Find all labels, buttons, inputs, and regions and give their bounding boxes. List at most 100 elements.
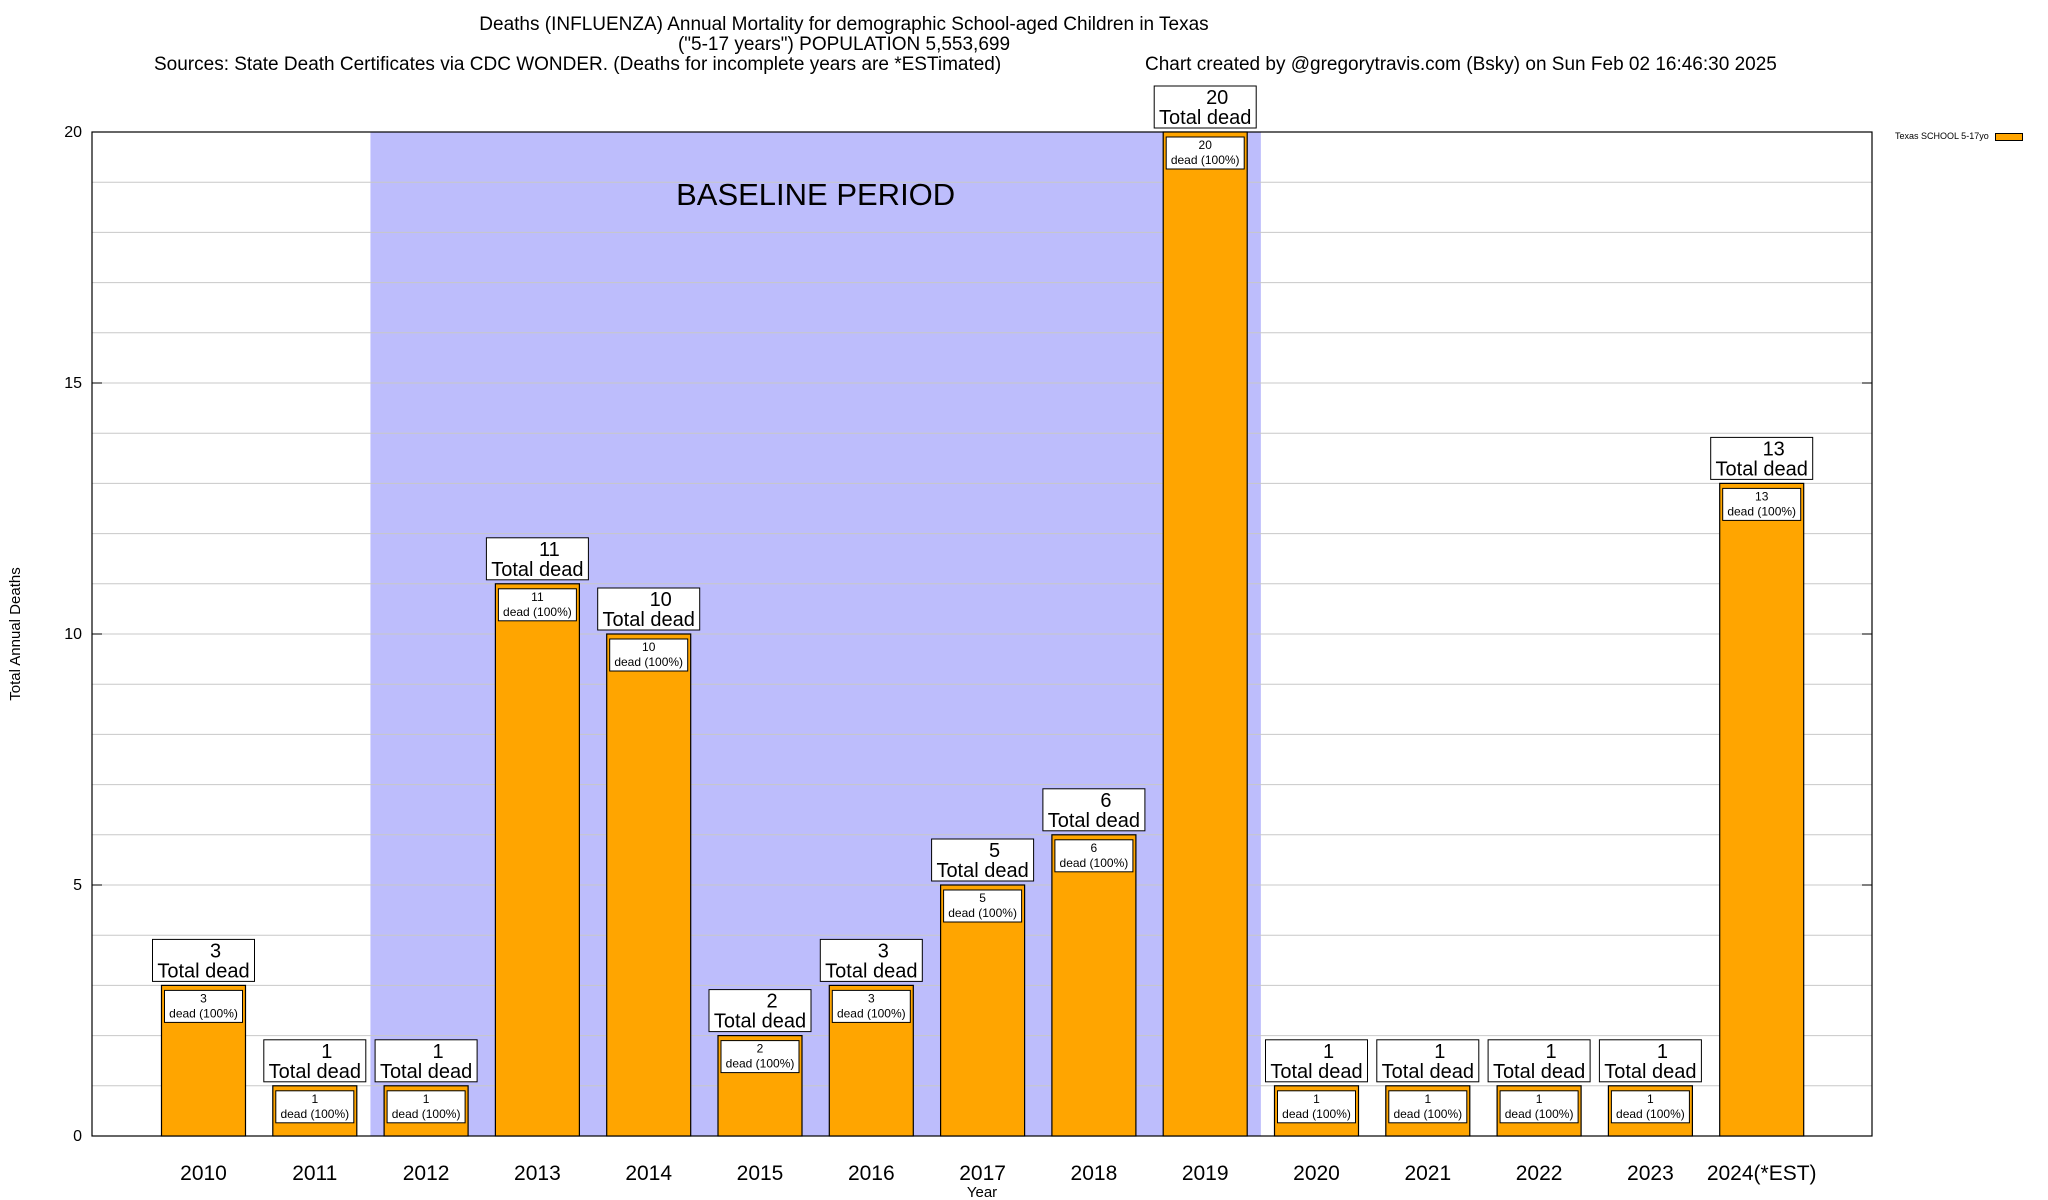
bar-top-label: Total dead bbox=[1493, 1061, 1585, 1083]
bar-top-value: 20 bbox=[1206, 87, 1228, 109]
x-tick-label: 2024(*EST) bbox=[1707, 1162, 1817, 1185]
bar-inner-value: 1 bbox=[1424, 1092, 1431, 1106]
bar-inner-value: 5 bbox=[979, 891, 986, 905]
x-tick-label: 2020 bbox=[1293, 1162, 1340, 1185]
bar-inner-label: dead (100%) bbox=[948, 906, 1017, 920]
bar-inner-label-box bbox=[1610, 1090, 1690, 1124]
bar-inner-label: dead (100%) bbox=[614, 655, 683, 669]
bar-top-value: 13 bbox=[1763, 438, 1785, 460]
x-tick-label: 2013 bbox=[514, 1162, 561, 1185]
bar-top-label-box bbox=[819, 938, 923, 982]
bar-top-label-box bbox=[1153, 85, 1257, 129]
bar-top-label: Total dead bbox=[1159, 107, 1251, 129]
bar-top-label: Total dead bbox=[825, 960, 917, 982]
bar-top-value: 3 bbox=[878, 940, 889, 962]
bar-top-value: 3 bbox=[210, 940, 221, 962]
bar-inner-value: 20 bbox=[1199, 138, 1213, 152]
sources-note: Sources: State Death Certificates via CD… bbox=[154, 54, 1002, 75]
bar-inner-label: dead (100%) bbox=[1282, 1107, 1351, 1121]
bar-inner-value: 3 bbox=[868, 991, 875, 1005]
bar-inner-label: dead (100%) bbox=[169, 1006, 238, 1020]
bar-inner-label-box bbox=[164, 989, 243, 1023]
bar-inner-label: dead (100%) bbox=[1727, 504, 1796, 518]
bar-top-value: 11 bbox=[539, 539, 560, 561]
bar-inner-value: 1 bbox=[311, 1092, 318, 1106]
bar-top-label-box bbox=[263, 1039, 367, 1083]
y-tick-label: 20 bbox=[64, 124, 82, 141]
bar-top-label-box bbox=[1487, 1039, 1591, 1083]
bar bbox=[1719, 482, 1805, 1137]
bar-top-value: 1 bbox=[1434, 1041, 1445, 1063]
bar-top-label: Total dead bbox=[491, 559, 583, 581]
y-tick-label: 0 bbox=[73, 1128, 82, 1145]
bar-top-value: 5 bbox=[989, 840, 1000, 862]
x-tick-label: 2021 bbox=[1404, 1162, 1451, 1185]
y-tick-label: 15 bbox=[64, 375, 82, 392]
x-axis-title: Year bbox=[967, 1184, 997, 1200]
bar-top-value: 10 bbox=[650, 589, 672, 611]
bar-inner-label-box bbox=[497, 588, 577, 622]
bar-inner-label: dead (100%) bbox=[503, 605, 572, 619]
bar-inner-label: dead (100%) bbox=[392, 1107, 461, 1121]
bar-inner-value: 3 bbox=[200, 991, 207, 1005]
bar-top-value: 1 bbox=[1323, 1041, 1334, 1063]
bar-top-label: Total dead bbox=[1382, 1061, 1474, 1083]
bar-inner-value: 10 bbox=[642, 640, 656, 654]
bar-inner-value: 1 bbox=[1313, 1092, 1320, 1106]
bar-inner-label-box bbox=[1277, 1090, 1356, 1124]
bar-top-label: Total dead bbox=[1604, 1061, 1696, 1083]
x-tick-label: 2019 bbox=[1182, 1162, 1229, 1185]
bar-top-label: Total dead bbox=[1270, 1061, 1362, 1083]
x-tick-label: 2016 bbox=[848, 1162, 895, 1185]
x-tick-label: 2018 bbox=[1071, 1162, 1118, 1185]
bar bbox=[1051, 834, 1137, 1137]
bar-inner-label-box bbox=[609, 638, 689, 672]
bar bbox=[1162, 131, 1248, 1137]
bar-inner-label-box bbox=[1499, 1090, 1579, 1124]
bar-inner-label-box bbox=[275, 1090, 355, 1124]
bar-top-label: Total dead bbox=[269, 1061, 361, 1083]
bar-inner-label-box bbox=[386, 1090, 466, 1124]
bar-top-label: Total dead bbox=[1048, 810, 1140, 832]
x-tick-label: 2015 bbox=[737, 1162, 784, 1185]
bar-inner-value: 1 bbox=[1536, 1092, 1543, 1106]
bar-top-label-box bbox=[152, 938, 255, 982]
bar-top-label: Total dead bbox=[157, 960, 249, 982]
bar-inner-label: dead (100%) bbox=[837, 1006, 906, 1020]
bar-inner-label-box bbox=[720, 1040, 800, 1074]
bar-top-label-box bbox=[1376, 1039, 1480, 1083]
legend-swatch bbox=[1994, 132, 2023, 141]
y-tick-label: 5 bbox=[73, 877, 82, 894]
bar-top-value: 2 bbox=[766, 991, 777, 1013]
bar-top-label: Total dead bbox=[714, 1011, 806, 1033]
bar-inner-label-box bbox=[831, 989, 911, 1023]
bar-top-label-box bbox=[931, 838, 1035, 882]
bar-top-value: 6 bbox=[1100, 790, 1111, 812]
bar-top-label-box bbox=[708, 989, 812, 1033]
bar-inner-label-box bbox=[1388, 1090, 1468, 1124]
bar-inner-label: dead (100%) bbox=[280, 1107, 349, 1121]
bar-top-label: Total dead bbox=[1716, 458, 1808, 480]
bar-top-label-box bbox=[485, 537, 589, 581]
bar-inner-value: 1 bbox=[423, 1092, 430, 1106]
x-tick-label: 2010 bbox=[180, 1162, 227, 1185]
bar-top-label-box bbox=[597, 587, 701, 631]
bar-top-value: 1 bbox=[1546, 1041, 1557, 1063]
baseline-label: BASELINE PERIOD bbox=[676, 177, 955, 212]
bar bbox=[494, 583, 580, 1137]
y-tick-label: 10 bbox=[64, 626, 82, 643]
legend: Texas SCHOOL 5-17yo bbox=[1895, 131, 2023, 141]
bar-inner-label: dead (100%) bbox=[1505, 1107, 1574, 1121]
bar-inner-label: dead (100%) bbox=[1171, 153, 1240, 167]
bar-inner-label-box bbox=[1054, 839, 1134, 873]
bar-inner-value: 2 bbox=[757, 1042, 764, 1056]
bar-top-label-box bbox=[1710, 436, 1814, 480]
legend-label: Texas SCHOOL 5-17yo bbox=[1895, 131, 1989, 141]
bar-inner-label-box bbox=[943, 889, 1023, 923]
bar-inner-value: 13 bbox=[1755, 489, 1769, 503]
chart-title: Deaths (INFLUENZA) Annual Mortality for … bbox=[479, 14, 1209, 35]
bar-top-value: 1 bbox=[321, 1041, 332, 1063]
x-tick-label: 2023 bbox=[1627, 1162, 1674, 1185]
bar-top-label-box bbox=[1042, 788, 1146, 832]
bar-inner-label: dead (100%) bbox=[1393, 1107, 1462, 1121]
